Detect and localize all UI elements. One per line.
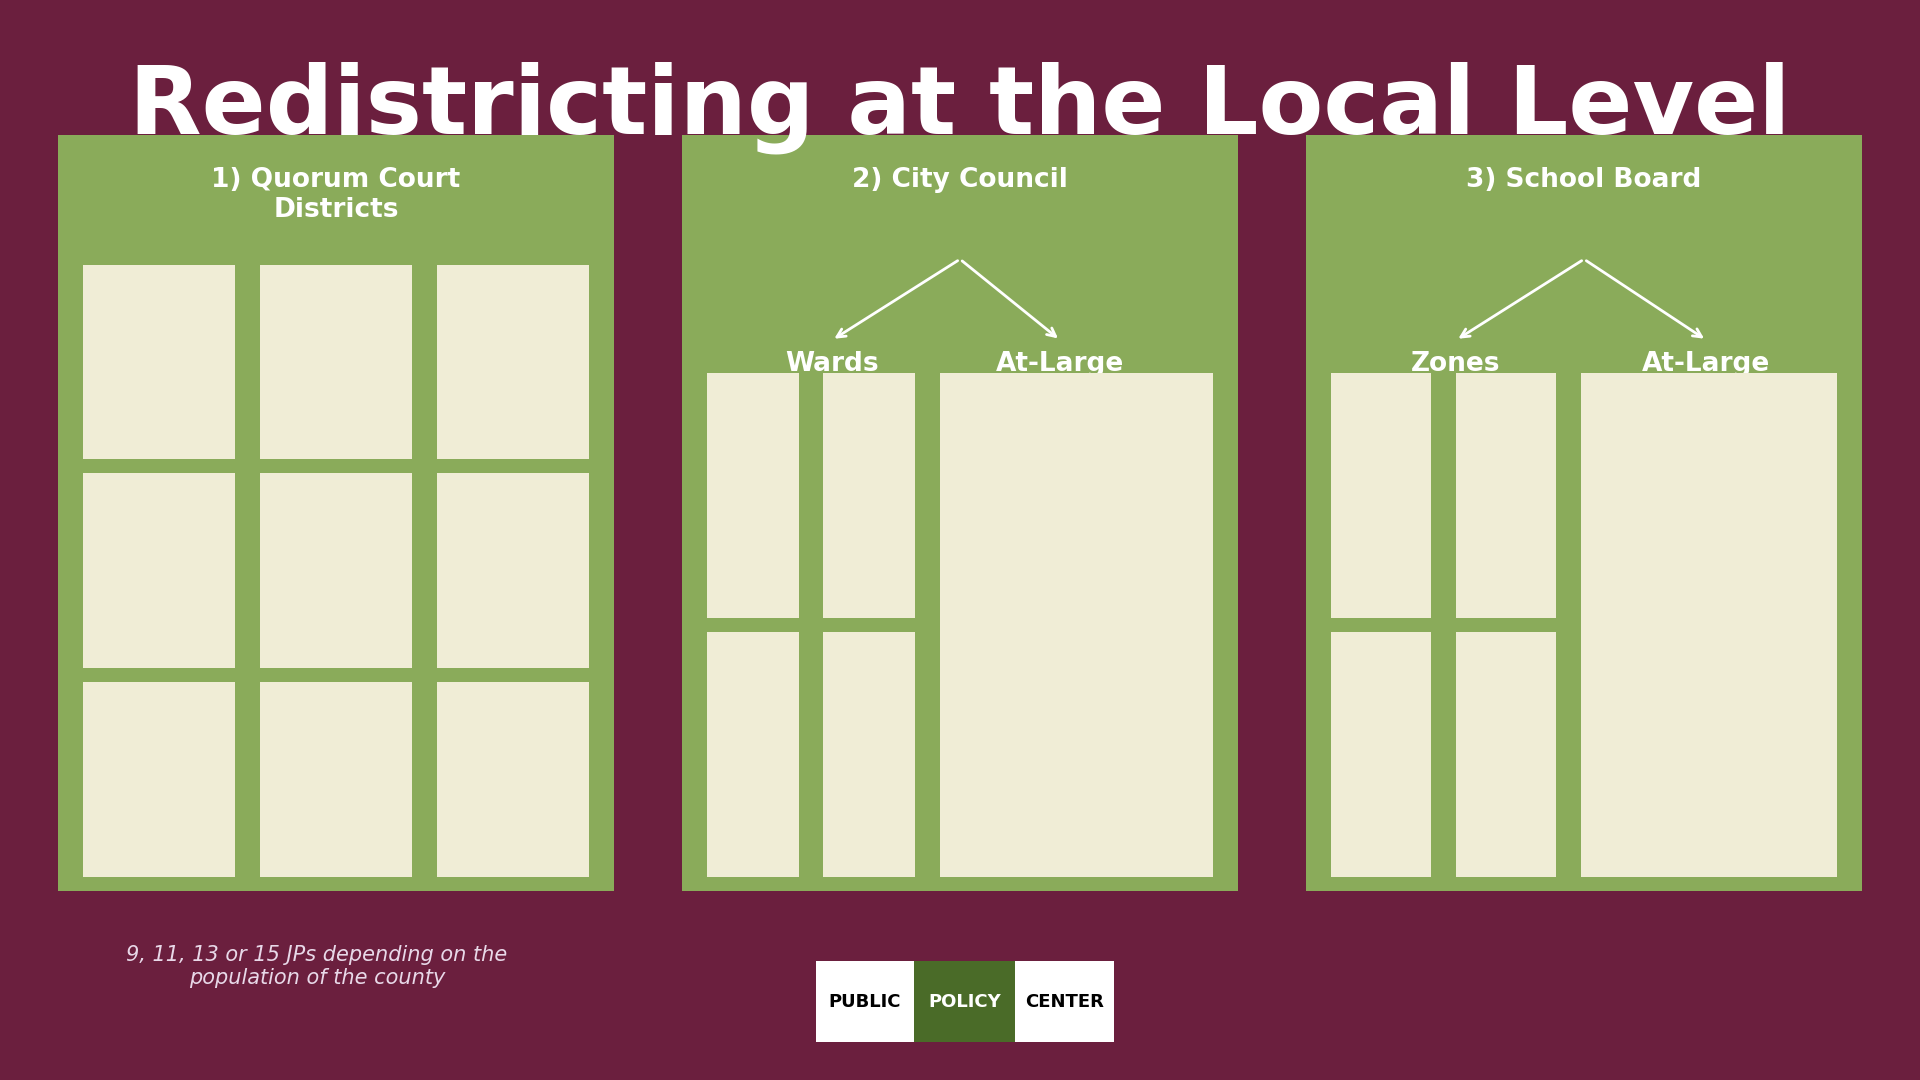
Bar: [824, 632, 916, 877]
Bar: [1455, 632, 1555, 877]
Text: Wards: Wards: [785, 351, 879, 377]
Bar: [941, 373, 1213, 877]
Bar: [707, 632, 799, 877]
Text: 2) City Council: 2) City Council: [852, 167, 1068, 193]
Bar: [824, 373, 916, 618]
Bar: [682, 135, 1238, 891]
Bar: [1455, 373, 1555, 618]
Bar: [83, 683, 234, 877]
Text: At-Large: At-Large: [996, 351, 1125, 377]
Bar: [58, 135, 614, 891]
Bar: [438, 683, 589, 877]
Text: Redistricting at the Local Level: Redistricting at the Local Level: [129, 62, 1791, 154]
Text: 1) Quorum Court
Districts: 1) Quorum Court Districts: [211, 167, 461, 224]
Text: 9, 11, 13 or 15 JPs depending on the
population of the county: 9, 11, 13 or 15 JPs depending on the pop…: [127, 945, 507, 988]
Text: PUBLIC: PUBLIC: [829, 993, 900, 1011]
Text: Zones: Zones: [1411, 351, 1501, 377]
Bar: [816, 961, 1114, 1042]
Bar: [259, 683, 413, 877]
Text: At-Large: At-Large: [1642, 351, 1770, 377]
Text: CENTER: CENTER: [1025, 993, 1104, 1011]
Text: 3) School Board: 3) School Board: [1467, 167, 1701, 193]
Bar: [259, 473, 413, 669]
Bar: [83, 265, 234, 459]
Text: POLICY: POLICY: [929, 993, 1000, 1011]
Bar: [914, 961, 1016, 1042]
Bar: [1306, 135, 1862, 891]
Bar: [259, 265, 413, 459]
Bar: [438, 473, 589, 669]
Bar: [1331, 373, 1430, 618]
Bar: [707, 373, 799, 618]
Bar: [1331, 632, 1430, 877]
Bar: [438, 265, 589, 459]
Bar: [83, 473, 234, 669]
Bar: [1582, 373, 1837, 877]
